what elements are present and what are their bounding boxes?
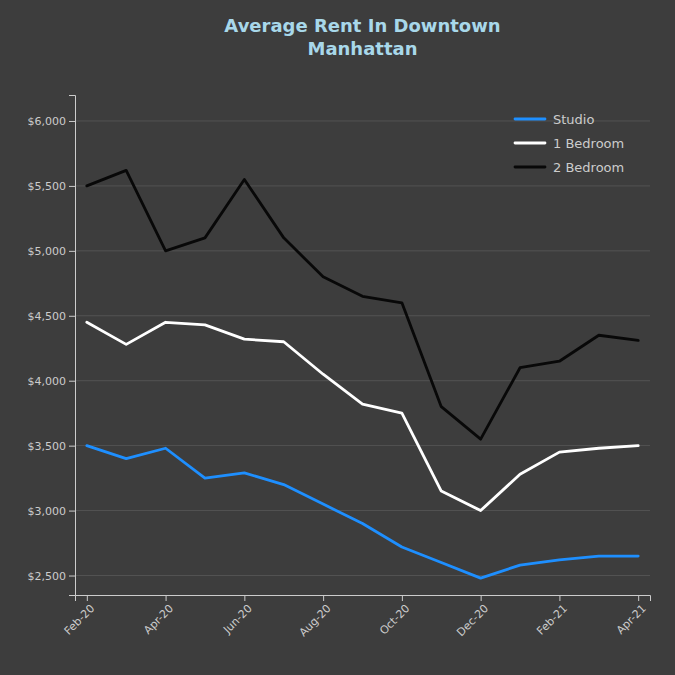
tick-mark (87, 595, 88, 601)
legend-label: 2 Bedroom (553, 160, 624, 175)
series-line (87, 446, 638, 578)
tick-mark (69, 576, 75, 577)
tick-label: Apr-21 (614, 602, 649, 637)
chart: Feb-20 Apr-20 Jun-20 Aug-20 Oct-20 Dec-20 Feb-… (0, 0, 675, 675)
tick-mark (166, 595, 167, 601)
tick-mark (323, 595, 324, 601)
series-line (87, 322, 638, 510)
axis-line (69, 96, 76, 596)
grid-line (75, 185, 650, 186)
tick-mark (69, 316, 75, 317)
legend-label: Studio (553, 112, 594, 127)
tick: $5,500 (28, 180, 76, 193)
tick: Apr-20 (141, 595, 176, 637)
tick-label: $3,500 (28, 440, 67, 453)
tick: $3,500 (28, 440, 76, 453)
tick: Oct-20 (377, 595, 412, 637)
tick: $6,000 (28, 115, 76, 128)
legend-item: Studio (515, 112, 594, 127)
grid-line (75, 575, 650, 576)
tick: Aug-20 (297, 595, 334, 639)
tick: Jun-20 (220, 595, 255, 637)
tick-mark (69, 511, 75, 512)
tick-label: Feb-21 (534, 602, 570, 638)
tick-label: $2,500 (28, 570, 67, 583)
x-axis: Feb-20 Apr-20 Jun-20 Aug-20 Oct-20 Dec-20 Feb-… (62, 595, 651, 639)
tick-label: $5,500 (28, 180, 67, 193)
tick-mark (559, 595, 560, 601)
tick-label: Jun-20 (220, 602, 255, 637)
grid-line (75, 250, 650, 251)
tick-label: $5,000 (28, 245, 67, 258)
tick-mark (244, 595, 245, 601)
legend-swatch (515, 118, 545, 121)
title: Average Rent In DowntownManhattan (224, 15, 500, 59)
axis-line (76, 596, 651, 602)
tick-label: Dec-20 (454, 602, 491, 639)
grid (75, 121, 650, 576)
tick-mark (638, 595, 639, 601)
grid-line (75, 510, 650, 511)
legend-item: 2 Bedroom (515, 160, 624, 175)
tick: $2,500 (28, 570, 76, 583)
tick: $4,000 (28, 375, 76, 388)
grid-line (75, 315, 650, 316)
legend-swatch (515, 166, 545, 169)
title-line: Average Rent In Downtown (224, 15, 500, 36)
tick-mark (481, 595, 482, 601)
background (0, 0, 675, 675)
tick-label: Aug-20 (297, 602, 334, 639)
legend-swatch (515, 142, 545, 145)
tick: Feb-21 (534, 595, 570, 638)
tick-label: $3,000 (28, 505, 67, 518)
tick: Feb-20 (62, 595, 98, 638)
plot-area (87, 170, 638, 578)
legend-item: 1 Bedroom (515, 136, 624, 151)
tick-mark (69, 251, 75, 252)
tick-mark (69, 446, 75, 447)
tick-label: Oct-20 (377, 602, 412, 637)
title-line: Manhattan (307, 38, 417, 59)
y-axis: $2,500 $3,000 $3,500 $4,000 $4,500 $5,000 $5,5… (28, 96, 76, 596)
tick-label: $4,500 (28, 310, 67, 323)
tick-label: Apr-20 (141, 602, 176, 637)
tick-label: Feb-20 (62, 602, 98, 638)
tick-label: $4,000 (28, 375, 67, 388)
tick-mark (69, 186, 75, 187)
tick-mark (402, 595, 403, 601)
tick-mark (69, 121, 75, 122)
series-line (87, 170, 638, 439)
tick: Dec-20 (454, 595, 491, 639)
tick: $5,000 (28, 245, 76, 258)
legend-label: 1 Bedroom (553, 136, 624, 151)
tick: $4,500 (28, 310, 76, 323)
grid-line (75, 445, 650, 446)
legend: Studio 1 Bedroom 2 Bedroom (515, 112, 624, 175)
tick: $3,000 (28, 505, 76, 518)
tick-mark (69, 381, 75, 382)
tick-label: $6,000 (28, 115, 67, 128)
tick: Apr-21 (614, 595, 649, 637)
grid-line (75, 380, 650, 381)
